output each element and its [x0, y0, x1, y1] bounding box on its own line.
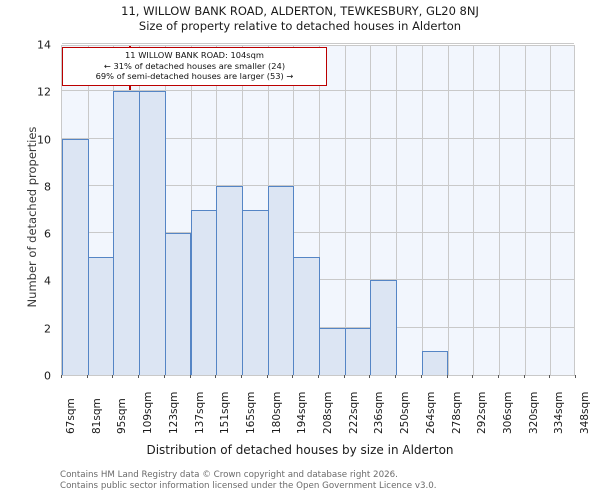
- x-tick-mark: [86, 375, 88, 378]
- y-tick-label: 2: [44, 322, 51, 336]
- x-tick-mark: [163, 375, 165, 378]
- bar: [344, 327, 372, 375]
- gridline-vertical: [370, 46, 372, 375]
- gridline-vertical: [319, 46, 320, 375]
- bar: [421, 351, 449, 375]
- x-tick-label: 109sqm: [142, 391, 155, 434]
- x-tick-label: 81sqm: [90, 398, 103, 434]
- x-tick-mark: [420, 375, 422, 378]
- x-tick-label: 348sqm: [579, 391, 591, 434]
- x-axis: 67sqm 81sqm 95sqm 109sqm 123sqm 137sqm 151sqm 1…: [61, 375, 591, 436]
- bar: [62, 138, 89, 375]
- chart-title: 11, WILLOW BANK ROAD, ALDERTON, TEWKESBU…: [121, 4, 479, 18]
- gridline-vertical: [550, 46, 552, 375]
- bar: [370, 280, 398, 375]
- y-tick-label: 12: [37, 85, 51, 99]
- y-tick-label: 8: [44, 180, 51, 194]
- bar: [216, 185, 243, 375]
- y-tick-label: 6: [44, 227, 51, 241]
- bar: [113, 91, 141, 375]
- x-tick-mark: [472, 375, 474, 378]
- bar: [241, 209, 269, 375]
- x-tick-mark: [395, 375, 397, 378]
- y-axis: 0 2 4 6 8 10 12 14: [0, 39, 55, 383]
- footer-line-2: Contains public sector information licen…: [60, 480, 437, 491]
- bar: [293, 256, 320, 375]
- y-tick-label: 4: [44, 274, 51, 288]
- gridline-horizontal: [62, 43, 574, 44]
- x-tick-label: 123sqm: [167, 391, 180, 434]
- x-tick-mark: [215, 375, 217, 378]
- bar: [267, 185, 295, 375]
- gridline-vertical: [421, 46, 423, 375]
- bar: [190, 209, 218, 375]
- gridline-vertical: [524, 46, 526, 375]
- x-tick-mark: [446, 375, 448, 378]
- annotation-line-1: 11 WILLOW BANK ROAD: 104sqm: [125, 50, 264, 60]
- x-tick-label: 208sqm: [322, 391, 334, 434]
- x-tick-mark: [189, 375, 191, 378]
- bar: [319, 327, 346, 375]
- x-tick-mark: [549, 375, 551, 378]
- x-axis-title: Distribution of detached houses by size …: [146, 443, 454, 457]
- x-tick-label: 137sqm: [193, 391, 206, 434]
- x-tick-mark: [240, 375, 242, 378]
- bar: [87, 256, 115, 375]
- x-tick-mark: [138, 375, 140, 378]
- gridline-horizontal: [62, 90, 574, 92]
- x-tick-label: 165sqm: [244, 391, 257, 434]
- bar: [164, 233, 192, 375]
- gridline-vertical: [498, 46, 500, 375]
- gridline-horizontal: [62, 184, 574, 186]
- footer-attribution: Contains HM Land Registry data © Crown c…: [60, 470, 580, 491]
- x-tick-mark: [292, 375, 294, 378]
- gridline-horizontal: [62, 232, 574, 234]
- x-tick-label: 180sqm: [270, 391, 283, 434]
- x-tick-mark: [112, 375, 114, 378]
- x-tick-mark: [575, 375, 576, 378]
- plot-area: [61, 43, 575, 376]
- y-tick-label: 0: [44, 369, 51, 383]
- annotation-line-3: 69% of semi-detached houses are larger (…: [95, 71, 294, 81]
- gridline-vertical: [447, 46, 449, 375]
- x-tick-mark: [266, 375, 268, 378]
- y-tick-label: 14: [37, 38, 51, 52]
- gridline-vertical: [396, 46, 398, 375]
- gridline-vertical: [473, 46, 475, 375]
- chart-subtitle: Size of property relative to detached ho…: [138, 19, 462, 33]
- x-tick-mark: [343, 375, 345, 378]
- x-tick-label: 306sqm: [501, 391, 514, 434]
- x-tick-label: 95sqm: [116, 398, 129, 434]
- x-tick-label: 278sqm: [450, 391, 463, 434]
- x-tick-label: 151sqm: [219, 391, 232, 434]
- annotation-box: 11 WILLOW BANK ROAD: 104sqm ← 31% of det…: [62, 47, 327, 86]
- x-tick-mark: [61, 375, 62, 378]
- gridline-horizontal: [62, 137, 574, 139]
- annotation-line-2: ← 31% of detached houses are smaller (24…: [103, 60, 286, 71]
- x-tick-mark: [497, 375, 499, 378]
- x-tick-label: 264sqm: [424, 391, 437, 434]
- x-tick-mark: [523, 375, 525, 378]
- y-tick-label: 10: [37, 133, 51, 147]
- y-axis-title: Number of detached properties: [25, 126, 39, 308]
- footer-line-1: Contains HM Land Registry data © Crown c…: [60, 470, 398, 480]
- x-tick-label: 292sqm: [476, 391, 489, 434]
- gridline-vertical: [344, 46, 346, 375]
- x-tick-mark: [369, 375, 371, 378]
- bar: [139, 91, 166, 375]
- x-tick-label: 236sqm: [373, 391, 386, 434]
- x-tick-label: 194sqm: [296, 391, 309, 434]
- x-tick-label: 320sqm: [527, 391, 540, 434]
- x-tick-label: 67sqm: [65, 398, 77, 434]
- x-tick-mark: [318, 375, 319, 378]
- chart-title-block: 11, WILLOW BANK ROAD, ALDERTON, TEWKESBU…: [0, 4, 600, 34]
- x-tick-label: 250sqm: [399, 391, 412, 434]
- x-tick-label: 222sqm: [347, 391, 360, 434]
- x-tick-label: 334sqm: [553, 391, 566, 434]
